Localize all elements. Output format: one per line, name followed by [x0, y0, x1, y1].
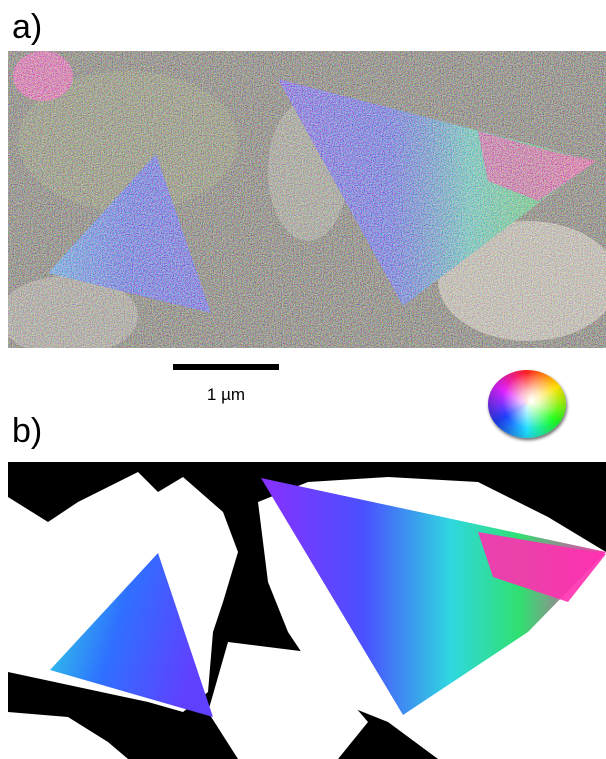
- color-wheel-legend: [488, 370, 566, 438]
- scale-bar: [173, 364, 279, 370]
- scale-bar-label: 1 µm: [206, 385, 246, 404]
- panel-b-image: [8, 462, 606, 759]
- panel-b-map: [8, 462, 606, 759]
- panel-a-map: [8, 51, 606, 348]
- panel-a-image: [8, 51, 606, 348]
- panel-b-label: b): [12, 412, 43, 450]
- panel-a-label: a): [12, 8, 43, 46]
